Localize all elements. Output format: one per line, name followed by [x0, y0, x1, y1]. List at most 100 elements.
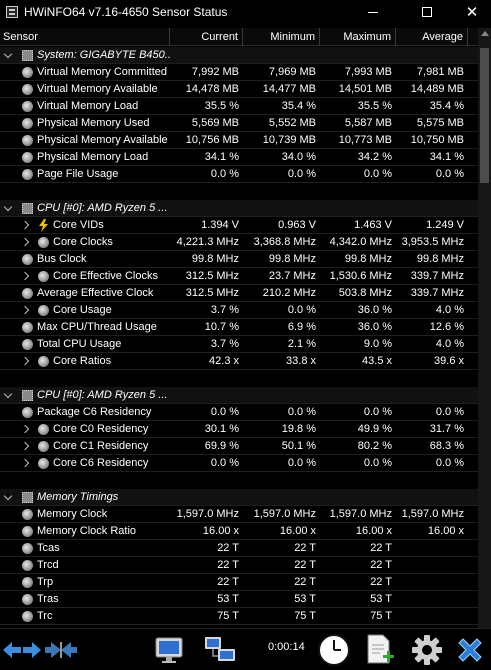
collapse-chevron-icon[interactable] — [3, 202, 13, 212]
sensor-row[interactable]: Total CPU Usage 3.7 % 2.1 % 9.0 % 4.0 % — [0, 336, 478, 353]
sensor-row[interactable]: Page File Usage 0.0 % 0.0 % 0.0 % 0.0 % — [0, 166, 478, 183]
average-value: 14,489 MB — [410, 83, 464, 95]
minimum-value: 0.963 V — [278, 219, 316, 231]
expand-chevron-icon[interactable] — [20, 458, 30, 468]
minimum-value: 22 T — [294, 576, 316, 588]
title-bar: HWiNFO64 v7.16-4650 Sensor Status ✕ — [0, 0, 491, 24]
sensor-row[interactable]: Trcd 22 T 22 T 22 T — [0, 557, 478, 574]
sensor-row[interactable]: Trc 75 T 75 T 75 T — [0, 608, 478, 625]
collapse-chevron-icon[interactable] — [3, 491, 13, 501]
sensor-row[interactable]: Core Ratios 42.3 x 33.8 x 43.5 x 39.6 x — [0, 353, 478, 370]
expand-chevron-icon[interactable] — [20, 220, 30, 230]
group-name: Memory Timings — [37, 491, 119, 503]
sensor-gauge-icon — [22, 543, 33, 554]
minimum-value: 1,597.0 MHz — [253, 508, 316, 520]
expand-chevron-icon[interactable] — [20, 356, 30, 366]
sensor-row[interactable]: Core VIDs 1.394 V 0.963 V 1.463 V 1.249 V — [0, 217, 478, 234]
maximum-value: 10,773 MB — [338, 134, 392, 146]
column-sensor[interactable]: Sensor — [0, 28, 170, 46]
sensor-row[interactable]: Physical Memory Used 5,569 MB 5,552 MB 5,58… — [0, 115, 478, 132]
logging-button[interactable] — [362, 633, 398, 667]
settings-button[interactable] — [408, 633, 446, 667]
expand-chevron-icon[interactable] — [20, 271, 30, 281]
main-window-button[interactable] — [152, 633, 188, 667]
sensor-group-row[interactable]: System: GIGABYTE B450... — [0, 47, 478, 64]
sensor-label: Core Effective Clocks — [53, 270, 158, 282]
sensor-row[interactable]: Bus Clock 99.8 MHz 99.8 MHz 99.8 MHz 99.8 MH… — [0, 251, 478, 268]
sensor-name-cell: Core Ratios — [0, 353, 170, 370]
average-value: 68.3 % — [429, 440, 464, 452]
sensor-row[interactable]: Physical Memory Available 10,756 MB 10,739… — [0, 132, 478, 149]
maximum-value: 1,530.6 MHz — [329, 270, 392, 282]
window-title: HWiNFO64 v7.16-4650 Sensor Status — [24, 5, 228, 19]
sensor-gauge-icon — [22, 322, 33, 333]
expand-chevron-icon[interactable] — [20, 424, 30, 434]
sensor-row[interactable]: Virtual Memory Load 35.5 % 35.4 % 35.5 % 35.… — [0, 98, 478, 115]
sensor-row[interactable]: Max CPU/Thread Usage 10.7 % 6.9 % 36.0 % 12.… — [0, 319, 478, 336]
sensor-label: Total CPU Usage — [37, 338, 122, 350]
sensor-gauge-icon — [22, 560, 33, 571]
sensor-row[interactable]: Trp 22 T 22 T 22 T — [0, 574, 478, 591]
collapse-chevron-icon[interactable] — [3, 49, 13, 59]
collapse-chevron-icon[interactable] — [3, 389, 13, 399]
sensor-row[interactable]: Virtual Memory Available 14,478 MB 14,477 … — [0, 81, 478, 98]
current-value: 1,597.0 MHz — [176, 508, 239, 520]
maximum-value: 75 T — [370, 610, 392, 622]
average-value — [396, 540, 468, 557]
sensor-group-row[interactable]: Memory Timings — [0, 489, 478, 506]
column-current[interactable]: Current — [170, 28, 243, 46]
sensor-row[interactable]: Tras 53 T 53 T 53 T — [0, 591, 478, 608]
sensor-label: Core Ratios — [53, 355, 112, 367]
maximum-value: 34.2 % — [357, 151, 392, 163]
maximum-value: 5,587 MB — [344, 117, 392, 129]
sensor-gauge-icon — [38, 271, 49, 282]
sensor-row[interactable]: Virtual Memory Committed 7,992 MB 7,969 MB… — [0, 64, 478, 81]
sensor-group-row[interactable]: CPU [#0]: AMD Ryzen 5 ... — [0, 387, 478, 404]
scrollbar-thumb[interactable] — [480, 48, 489, 183]
sensor-name-cell: Core C6 Residency — [0, 455, 170, 472]
network-button[interactable] — [202, 633, 238, 667]
reset-timer-button[interactable] — [315, 633, 353, 667]
average-value — [396, 574, 468, 591]
minimize-button[interactable] — [354, 0, 392, 24]
expand-chevron-icon[interactable] — [20, 237, 30, 247]
sensor-row[interactable]: Package C6 Residency 0.0 % 0.0 % 0.0 % 0.0 % — [0, 404, 478, 421]
sensor-row[interactable]: Memory Clock 1,597.0 MHz 1,597.0 MHz 1,597.… — [0, 506, 478, 523]
sensor-name-cell: CPU [#0]: AMD Ryzen 5 ... — [0, 200, 170, 217]
sensor-gauge-icon — [22, 526, 33, 537]
sensor-label: Tcas — [37, 542, 60, 554]
current-value: 22 T — [217, 542, 239, 554]
sensor-row[interactable]: Core Usage 3.7 % 0.0 % 36.0 % 4.0 % — [0, 302, 478, 319]
sensor-row[interactable]: Memory Clock Ratio 16.00 x 16.00 x 16.00 x 1… — [0, 523, 478, 540]
sensor-label: Virtual Memory Load — [37, 100, 139, 112]
sensor-row[interactable]: Physical Memory Load 34.1 % 34.0 % 34.2 % 34… — [0, 149, 478, 166]
sensor-row[interactable]: Core Clocks 4,221.3 MHz 3,368.8 MHz 4,342.0… — [0, 234, 478, 251]
sensor-row[interactable]: Core C6 Residency 0.0 % 0.0 % 0.0 % 0.0 % — [0, 455, 478, 472]
column-maximum[interactable]: Maximum — [320, 28, 396, 46]
column-average[interactable]: Average — [396, 28, 468, 46]
sensor-row[interactable]: Core C0 Residency 30.1 % 19.8 % 49.9 % 31.7 … — [0, 421, 478, 438]
sensor-gauge-icon — [22, 509, 33, 520]
sensor-row[interactable]: Average Effective Clock 312.5 MHz 210.2 MH… — [0, 285, 478, 302]
maximum-value: 35.5 % — [357, 100, 392, 112]
exit-button[interactable] — [452, 633, 488, 667]
vertical-scrollbar[interactable] — [478, 28, 491, 628]
sensor-row[interactable]: Core Effective Clocks 312.5 MHz 23.7 MHz 1,… — [0, 268, 478, 285]
collapse-arrows-button[interactable] — [44, 633, 78, 667]
sensor-label: Core VIDs — [53, 219, 104, 231]
sensor-row[interactable]: Core C1 Residency 69.9 % 50.1 % 80.2 % 68.3 … — [0, 438, 478, 455]
close-window-button[interactable]: ✕ — [465, 4, 479, 21]
maximize-button[interactable] — [408, 0, 446, 24]
close-x-icon — [458, 638, 482, 662]
column-minimum[interactable]: Minimum — [243, 28, 320, 46]
scroll-up-arrow-icon[interactable] — [481, 31, 489, 36]
expand-chevron-icon[interactable] — [20, 305, 30, 315]
sensor-group-row[interactable]: CPU [#0]: AMD Ryzen 5 ... — [0, 200, 478, 217]
sensor-gauge-icon — [22, 577, 33, 588]
expand-chevron-icon[interactable] — [20, 441, 30, 451]
current-value: 22 T — [217, 559, 239, 571]
sensor-row[interactable]: Tcas 22 T 22 T 22 T — [0, 540, 478, 557]
navigate-arrows-button[interactable] — [2, 633, 42, 667]
average-value: 34.1 % — [429, 151, 464, 163]
sensor-label: Page File Usage — [37, 168, 119, 180]
